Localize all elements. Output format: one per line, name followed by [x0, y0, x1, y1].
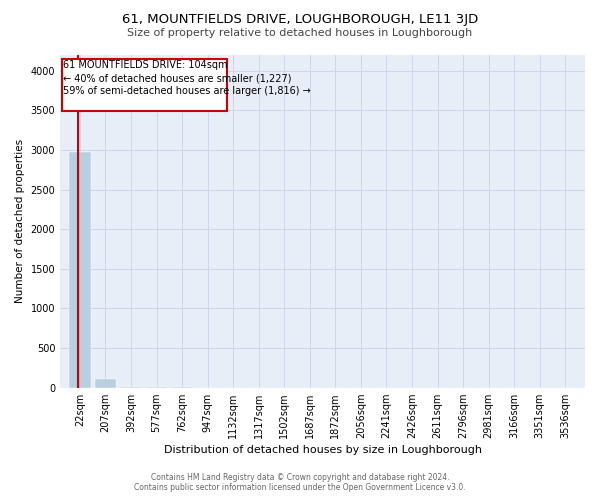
Y-axis label: Number of detached properties: Number of detached properties [15, 140, 25, 304]
X-axis label: Distribution of detached houses by size in Loughborough: Distribution of detached houses by size … [164, 445, 482, 455]
Text: Size of property relative to detached houses in Loughborough: Size of property relative to detached ho… [127, 28, 473, 38]
Bar [120, 387, 142, 388]
Text: ← 40% of detached houses are smaller (1,227): ← 40% of detached houses are smaller (1,… [63, 73, 292, 83]
Text: 61, MOUNTFIELDS DRIVE, LOUGHBOROUGH, LE11 3JD: 61, MOUNTFIELDS DRIVE, LOUGHBOROUGH, LE1… [122, 12, 478, 26]
Bar [69, 152, 91, 388]
FancyBboxPatch shape [62, 59, 227, 111]
Text: 61 MOUNTFIELDS DRIVE: 104sqm: 61 MOUNTFIELDS DRIVE: 104sqm [63, 60, 227, 70]
Text: Contains HM Land Registry data © Crown copyright and database right 2024.
Contai: Contains HM Land Registry data © Crown c… [134, 473, 466, 492]
Bar [95, 379, 116, 388]
Text: 59% of semi-detached houses are larger (1,816) →: 59% of semi-detached houses are larger (… [63, 86, 311, 97]
